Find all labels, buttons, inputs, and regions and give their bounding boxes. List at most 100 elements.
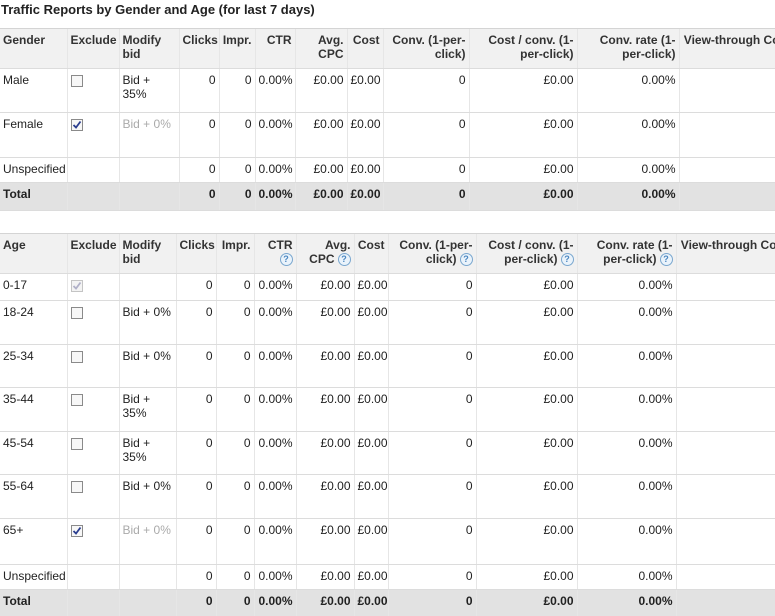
cell: £0.00 — [295, 518, 354, 565]
checkbox[interactable] — [70, 307, 83, 320]
cell: 0.00% — [253, 564, 296, 590]
checkbox[interactable] — [70, 438, 83, 451]
header-text: Cost — [352, 33, 380, 47]
data-table: Gender Exclude Modify bid Clicks Impr. CTR Avg… — [0, 28, 775, 211]
avg_cpc-value: £0.00 — [313, 162, 344, 176]
cell: 0.00% — [576, 344, 676, 388]
help-icon: ? — [659, 253, 673, 267]
header-row: Age Exclude Modify bid Clicks Impr. CTR? Avg. … — [0, 233, 775, 274]
bid-value: Bid + 0% — [122, 479, 171, 493]
cell: £0.00 — [468, 68, 577, 113]
conv-value: 0 — [458, 73, 466, 87]
cell: 0.00% — [253, 300, 296, 345]
checkbox[interactable] — [70, 481, 83, 494]
cell: 0 — [382, 68, 469, 113]
cell: 0.00% — [576, 273, 676, 301]
impr-value: 0 — [244, 162, 252, 176]
header-text: CTR — [267, 238, 293, 252]
cost_per_conv-value: £0.00 — [543, 594, 574, 608]
cell: 0 — [215, 387, 254, 432]
cell — [66, 518, 119, 565]
bid-value: Bid + 0% — [122, 117, 171, 131]
cell: £0.00 — [475, 518, 577, 565]
data-row: Unspecified 0 0 0.00% £0.00 £0.00 0 £0.00 0.00% — [0, 564, 775, 590]
cost_per_conv-value: £0.00 — [543, 523, 574, 537]
clicks-value: 0 — [205, 523, 213, 537]
column-header: CTR? — [253, 233, 296, 274]
bid-value: Bid + 0% — [122, 305, 171, 319]
cell — [66, 273, 119, 301]
cell: £0.00 — [295, 344, 354, 388]
row-label: 25-34 — [3, 349, 34, 363]
checkbox — [70, 280, 83, 293]
cell: 0 — [382, 182, 469, 211]
cell: 0 — [175, 431, 216, 475]
row-label: 55-64 — [3, 479, 34, 493]
checkbox[interactable] — [70, 351, 83, 364]
row-label: 18-24 — [3, 305, 34, 319]
cell: 0 — [387, 564, 476, 590]
cell — [66, 474, 119, 519]
cell: 0 — [175, 518, 216, 565]
cost-value: £0.00 — [357, 594, 388, 608]
cell: 0 — [178, 157, 219, 183]
checkbox[interactable] — [70, 394, 83, 407]
avg_cpc-value: £0.00 — [320, 436, 351, 450]
cost-value: £0.00 — [357, 278, 388, 292]
conv-value: 0 — [465, 349, 473, 363]
cell: 0.00% — [576, 68, 679, 113]
clicks-value: 0 — [208, 117, 216, 131]
cell: £0.00 — [295, 431, 354, 475]
clicks-value: 0 — [208, 162, 216, 176]
cost-value: £0.00 — [357, 479, 388, 493]
row-label: 35-44 — [3, 392, 34, 406]
cell: £0.00 — [353, 300, 388, 345]
header-text: Cost — [357, 238, 385, 252]
clicks-value: 0 — [205, 349, 213, 363]
column-header: Cost / conv. (1-per-click)? — [475, 233, 577, 274]
cell: £0.00 — [295, 300, 354, 345]
cell: 0 — [218, 112, 255, 158]
column-header: Conv. (1-per-click) — [382, 28, 469, 69]
cell: £0.00 — [475, 431, 577, 475]
cell — [66, 431, 119, 475]
cell: 0 — [218, 157, 255, 183]
bid-value: Bid + 0% — [122, 349, 171, 363]
cell — [675, 518, 775, 565]
avg_cpc-value: £0.00 — [320, 569, 351, 583]
cell — [675, 564, 775, 590]
cell: £0.00 — [475, 273, 577, 301]
cell: 0.00% — [254, 182, 295, 211]
cell: 0.00% — [576, 300, 676, 345]
avg_cpc-value: £0.00 — [320, 349, 351, 363]
impr-value: 0 — [244, 117, 252, 131]
cell: £0.00 — [353, 387, 388, 432]
cost_per_conv-value: £0.00 — [543, 305, 574, 319]
cost_per_conv-value: £0.00 — [543, 392, 574, 406]
cell: £0.00 — [353, 474, 388, 519]
checkbox[interactable] — [70, 119, 83, 132]
cell: 0.00% — [253, 474, 296, 519]
impr-value: 0 — [243, 436, 251, 450]
cell: £0.00 — [295, 273, 354, 301]
checkbox[interactable] — [70, 75, 83, 88]
row-label: 0-17 — [3, 278, 28, 292]
cell: £0.00 — [353, 344, 388, 388]
cell: £0.00 — [353, 564, 388, 590]
clicks-value: 0 — [205, 278, 213, 292]
column-header: View-through Conv.? — [675, 233, 775, 274]
clicks-value: 0 — [205, 479, 213, 493]
conv_rate-value: 0.00% — [638, 436, 673, 450]
clicks-value: 0 — [205, 436, 213, 450]
data-row: 55-64 Bid + 0% 0 0 0.00% £0.00 £0.00 0 £0.00 0.00… — [0, 474, 775, 519]
cell: £0.00 — [475, 589, 577, 616]
header-text: Exclude — [70, 33, 117, 47]
cell: £0.00 — [294, 68, 347, 113]
conv-value: 0 — [458, 162, 466, 176]
header-text: Impr. — [222, 33, 252, 47]
checkbox[interactable] — [70, 525, 83, 538]
conv_rate-value: 0.00% — [638, 569, 673, 583]
cost_per_conv-value: £0.00 — [543, 187, 574, 201]
cell: £0.00 — [295, 564, 354, 590]
cost-value: £0.00 — [350, 162, 381, 176]
